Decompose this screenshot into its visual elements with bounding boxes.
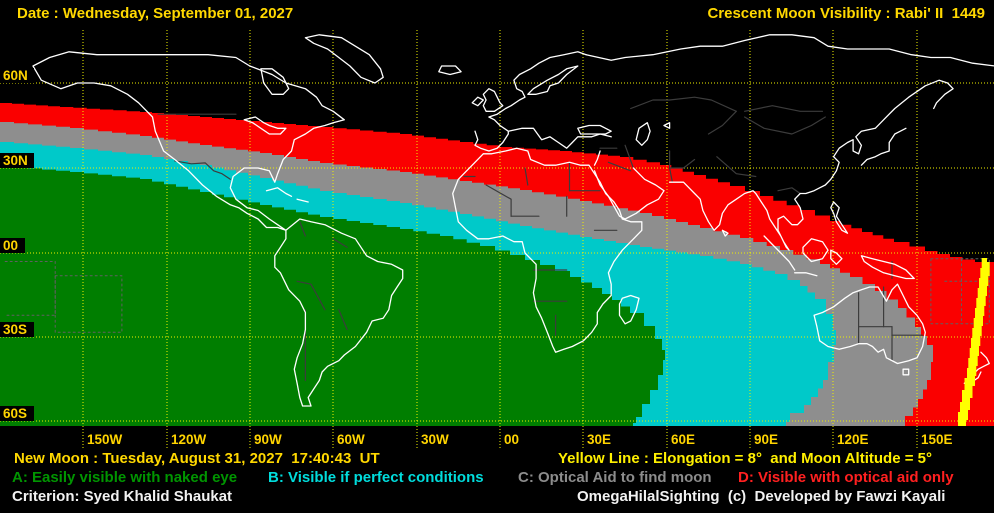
lat-label-box xyxy=(0,322,34,337)
coastline xyxy=(763,235,796,271)
coastline xyxy=(265,187,293,197)
coastline xyxy=(830,249,843,265)
coastline xyxy=(243,116,287,135)
coastline xyxy=(721,229,729,237)
lat-label-box xyxy=(0,153,34,168)
country-border xyxy=(743,105,824,112)
coastline xyxy=(830,201,849,234)
country-border xyxy=(174,160,231,180)
coastline xyxy=(593,150,601,166)
lat-label-60S: 60S xyxy=(3,406,27,421)
coastline xyxy=(902,368,910,376)
lon-label-150W: 150W xyxy=(87,432,123,447)
coastline xyxy=(452,147,643,353)
coastline xyxy=(860,127,907,166)
coastline xyxy=(471,96,484,107)
legend-b: B: Visible if perfect conditions xyxy=(268,469,484,486)
coastline xyxy=(663,122,671,129)
lon-label-30E: 30E xyxy=(587,432,611,447)
country-border xyxy=(777,187,801,195)
coastline xyxy=(802,238,829,263)
country-border xyxy=(607,161,632,172)
coastline xyxy=(577,124,612,135)
lat-label-box xyxy=(0,68,34,83)
coastline xyxy=(668,79,954,251)
coastline xyxy=(635,122,651,146)
lon-label-60E: 60E xyxy=(671,432,695,447)
lon-label-00: 00 xyxy=(504,432,519,447)
country-border xyxy=(332,238,348,248)
country-border xyxy=(668,158,696,169)
coastline xyxy=(813,283,926,365)
legend-c: C: Optical Aid to find moon xyxy=(518,469,712,486)
country-border xyxy=(707,110,737,135)
criterion-label: Criterion: Syed Khalid Shaukat xyxy=(12,488,233,505)
new-moon-label: New Moon : Tuesday, August 31, 2027 17:4… xyxy=(14,450,380,467)
coastline xyxy=(977,351,990,370)
coastline xyxy=(527,65,579,95)
coastline xyxy=(507,127,612,149)
coastline xyxy=(482,88,504,112)
maritime-border xyxy=(4,261,56,316)
yellow-criterion-line xyxy=(958,258,990,426)
country-border xyxy=(630,96,737,112)
coastline xyxy=(296,198,309,203)
lon-label-120W: 120W xyxy=(171,432,207,447)
lat-label-30S: 30S xyxy=(3,322,27,337)
lat-label-00: 00 xyxy=(3,238,18,253)
lat-label-box xyxy=(0,406,34,421)
coastline xyxy=(618,294,640,325)
coastline xyxy=(794,272,818,277)
coastline xyxy=(474,51,587,152)
credit-label: OmegaHilalSighting (c) Developed by Fawz… xyxy=(577,488,946,505)
country-border xyxy=(299,221,306,237)
coastline xyxy=(304,34,384,84)
legend-d: D: Visible with optical aid only xyxy=(738,469,954,486)
coastline xyxy=(593,167,665,220)
country-border xyxy=(716,156,757,178)
date-title: Date : Wednesday, September 01, 2027 xyxy=(17,5,294,22)
coastline xyxy=(585,34,994,67)
country-border xyxy=(743,116,826,135)
country-border xyxy=(296,280,326,311)
lon-label-90W: 90W xyxy=(254,432,282,447)
lon-label-60W: 60W xyxy=(337,432,365,447)
country-border xyxy=(485,184,512,217)
coastline xyxy=(274,218,404,407)
yellow-line-note: Yellow Line : Elongation = 8° and Moon A… xyxy=(558,450,932,467)
lat-label-box xyxy=(0,238,25,253)
lon-label-120E: 120E xyxy=(837,432,869,447)
zone-green-naked-eye xyxy=(0,166,665,426)
country-border xyxy=(524,167,529,186)
country-border xyxy=(338,309,348,331)
visibility-title: Crescent Moon Visibility : Rabi' II 1449 xyxy=(707,5,985,22)
lon-label-30W: 30W xyxy=(421,432,449,447)
lat-label-30N: 30N xyxy=(3,153,28,168)
lon-label-90E: 90E xyxy=(754,432,778,447)
lon-label-150E: 150E xyxy=(921,432,953,447)
coastline xyxy=(438,65,462,76)
coastline xyxy=(260,68,290,95)
lat-label-60N: 60N xyxy=(3,68,28,83)
country-border xyxy=(624,144,635,169)
coastline xyxy=(860,255,915,280)
legend-a: A: Easily visible with naked eye xyxy=(12,469,238,486)
